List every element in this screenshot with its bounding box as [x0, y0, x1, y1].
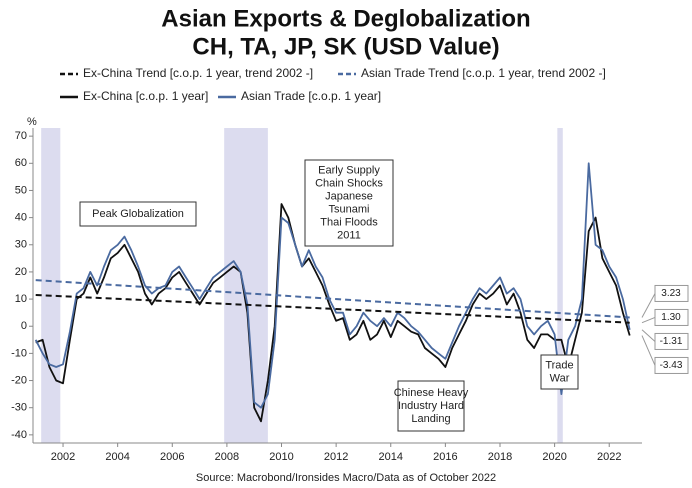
annotation-text: 2011	[337, 229, 361, 241]
chart-title: Asian Exports & Deglobalization	[161, 5, 530, 32]
series-line	[35, 203, 631, 423]
shaded-period	[224, 128, 268, 443]
annotation-text: War	[550, 372, 570, 384]
end-label-box	[654, 308, 689, 326]
annotation-box	[540, 354, 579, 390]
end-label-box	[654, 284, 689, 302]
annotation-box	[304, 159, 394, 247]
annotation-text: Early Supply	[318, 164, 380, 176]
y-tick-label: -20	[11, 374, 27, 386]
end-label-box	[654, 332, 689, 350]
end-label: 3.23	[661, 288, 681, 299]
legend-label: Asian Trade [c.o.p. 1 year]	[241, 89, 381, 103]
y-tick-label: 30	[15, 239, 27, 251]
annotation-text: Japanese	[325, 190, 373, 202]
x-tick-label: 2014	[379, 451, 403, 463]
legend-label: Asian Trade Trend [c.o.p. 1 year, trend …	[361, 66, 606, 80]
annotation-box	[397, 380, 465, 432]
y-tick-label: 0	[21, 320, 27, 332]
end-label-leader	[641, 335, 656, 366]
series-line	[34, 162, 631, 409]
end-label: 1.30	[661, 312, 681, 323]
annotation-text: Chain Shocks	[315, 177, 383, 189]
end-label-leader	[641, 316, 656, 324]
annotation-text: Tsunami	[329, 203, 370, 215]
y-tick-label: 70	[15, 130, 27, 142]
end-label-leader	[641, 293, 656, 318]
y-tick-label: -40	[11, 429, 27, 441]
end-label-box	[654, 356, 689, 374]
annotation-text: Thai Floods	[320, 216, 378, 228]
annotation-box	[79, 201, 197, 227]
end-label-leader	[641, 329, 656, 342]
x-tick-label: 2006	[160, 451, 184, 463]
y-tick-label: 40	[15, 212, 27, 224]
x-tick-label: 2008	[215, 451, 239, 463]
source: Source: Macrobond/Ironsides Macro/Data a…	[196, 472, 496, 484]
x-tick-label: 2002	[51, 451, 75, 463]
x-tick-label: 2022	[597, 451, 621, 463]
x-tick-label: 2016	[433, 451, 457, 463]
end-label: -3.43	[660, 360, 683, 371]
y-tick-label: 60	[15, 157, 27, 169]
annotation-text: Trade	[545, 359, 573, 371]
annotation-text: Chinese Heavy	[394, 387, 469, 399]
y-tick-label: 10	[15, 293, 27, 305]
annotation-text: Peak Globalization	[92, 208, 184, 220]
trend-line	[35, 279, 630, 319]
trend-line	[35, 294, 630, 324]
y-tick-label: -30	[11, 402, 27, 414]
x-tick-label: 2018	[488, 451, 512, 463]
end-label: -1.31	[660, 336, 683, 347]
annotation-text: Industry Hard	[398, 400, 464, 412]
x-tick-label: 2020	[542, 451, 566, 463]
shaded-period	[41, 128, 61, 443]
legend-label: Ex-China [c.o.p. 1 year]	[83, 89, 208, 103]
y-tick-label: 50	[15, 184, 27, 196]
x-tick-label: 2004	[105, 451, 129, 463]
chart-title: CH, TA, JP, SK (USD Value)	[192, 33, 499, 60]
annotation-text: Landing	[411, 413, 450, 425]
y-tick-label: 20	[15, 266, 27, 278]
legend-label: Ex-China Trend [c.o.p. 1 year, trend 200…	[83, 66, 313, 80]
shaded-period	[557, 128, 563, 443]
x-tick-label: 2012	[324, 451, 348, 463]
y-tick-label: -10	[11, 347, 27, 359]
x-tick-label: 2010	[269, 451, 293, 463]
y-unit: %	[27, 116, 37, 128]
